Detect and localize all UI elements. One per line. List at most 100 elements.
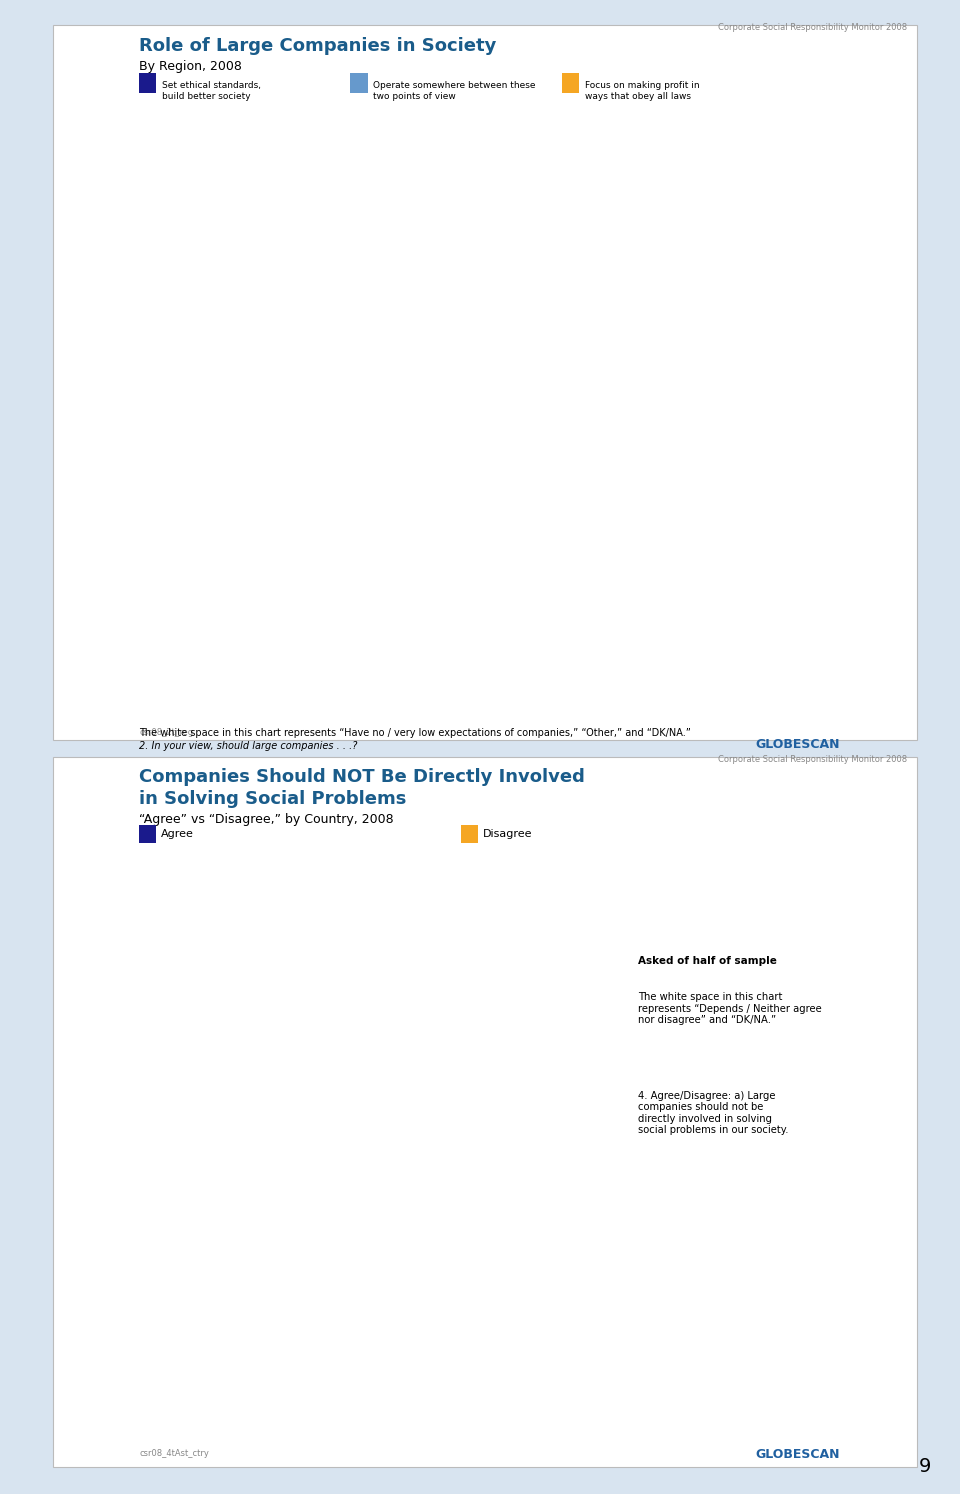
Text: 4. Agree/Disagree: a) Large
companies should not be
directly involved in solving: 4. Agree/Disagree: a) Large companies sh… [638, 1091, 789, 1135]
Text: 33: 33 [345, 607, 360, 616]
Text: 33: 33 [684, 678, 700, 689]
Bar [187, 1230, 331, 1237]
Text: 41: 41 [271, 1053, 282, 1062]
Text: 2008: 2008 [81, 814, 100, 823]
Bar [187, 949, 388, 956]
Text: 19: 19 [223, 1425, 234, 1434]
Text: Turkey: Turkey [152, 946, 182, 955]
Bar [254, 154, 468, 194]
Text: 45: 45 [279, 988, 291, 996]
Text: CSR: CSR [76, 40, 105, 54]
Text: 57: 57 [306, 1079, 318, 1088]
Text: 72: 72 [339, 1364, 350, 1373]
Bar [53, 757, 917, 1467]
Bar [187, 1407, 497, 1415]
Bar [254, 518, 463, 559]
Text: 35: 35 [351, 533, 366, 542]
Bar [474, 445, 677, 486]
Bar [187, 1339, 305, 1346]
Bar [254, 445, 474, 486]
Bar [187, 1430, 532, 1437]
Text: 57: 57 [306, 1056, 318, 1065]
Text: 25: 25 [236, 1382, 248, 1391]
Text: India: India [159, 859, 182, 868]
Text: Role of Large Companies in Society: Role of Large Companies in Society [139, 37, 496, 55]
Text: USA: USA [163, 1186, 182, 1195]
Bar [187, 1186, 345, 1194]
Bar [468, 154, 677, 194]
Text: Chile: Chile [159, 1406, 182, 1415]
Text: 50: 50 [291, 1276, 302, 1285]
Bar [187, 1080, 436, 1088]
Text: Russia: Russia [152, 1274, 182, 1283]
Text: 32: 32 [252, 1273, 263, 1282]
Text: 2. In your view, should large companies . . .?: 2. In your view, should large companies … [139, 741, 357, 751]
Text: 35: 35 [258, 1207, 270, 1216]
Bar [187, 1058, 436, 1065]
Text: 40: 40 [269, 1076, 280, 1085]
Text: Switzerland: Switzerland [128, 1143, 182, 1152]
Bar [593, 663, 790, 704]
Text: Brazil: Brazil [156, 1100, 182, 1109]
Bar [451, 590, 552, 630]
Bar [677, 445, 826, 486]
Text: csr08_2t_reg: csr08_2t_reg [139, 728, 193, 737]
Text: 53: 53 [298, 991, 309, 999]
Text: INETI
NIAE: INETI NIAE [82, 1419, 99, 1431]
Text: Africa: Africa [216, 315, 249, 324]
Text: 25: 25 [744, 169, 759, 179]
Text: Germany: Germany [139, 1165, 182, 1174]
Bar [350, 73, 368, 93]
Bar [187, 1276, 406, 1285]
Bar [254, 299, 522, 339]
Bar [187, 1035, 427, 1043]
Bar [53, 25, 917, 740]
Bar [187, 1141, 357, 1150]
Text: 53: 53 [298, 901, 309, 910]
Text: 23: 23 [231, 1404, 243, 1413]
Bar [187, 861, 300, 868]
Bar [562, 73, 579, 93]
Bar [187, 1318, 319, 1325]
Text: 71: 71 [336, 1407, 348, 1416]
Text: 46: 46 [282, 947, 294, 956]
Text: Operate somewhere between these
two points of view: Operate somewhere between these two poin… [373, 81, 536, 100]
Text: GLOBESCAN: GLOBESCAN [756, 738, 840, 751]
Bar [623, 227, 796, 267]
Text: By Region, 2008: By Region, 2008 [139, 60, 242, 73]
Text: 39: 39 [267, 1119, 278, 1128]
Text: Disagree: Disagree [483, 829, 533, 838]
Text: 17: 17 [493, 607, 509, 616]
Bar [254, 227, 481, 267]
Text: Corporate Social Responsibility Monitor 2008: Corporate Social Responsibility Monitor … [718, 22, 907, 33]
Bar [187, 1101, 432, 1109]
Bar [187, 989, 384, 996]
Text: Philippines: Philippines [132, 1120, 182, 1129]
Text: 46: 46 [282, 944, 294, 953]
Bar [187, 1010, 371, 1019]
Bar [481, 227, 623, 267]
Text: 31: 31 [249, 1295, 261, 1304]
Text: 43: 43 [276, 904, 287, 913]
Text: 29: 29 [702, 242, 717, 251]
Text: France: France [152, 1011, 182, 1020]
Text: Latin America: Latin America [171, 387, 249, 397]
Text: 27: 27 [240, 1339, 252, 1348]
Bar [187, 1189, 463, 1197]
Text: 66: 66 [325, 1253, 337, 1262]
Bar [719, 518, 838, 559]
Bar [187, 1295, 323, 1303]
Text: “Agree” vs “Disagree,” by Country, 2008: “Agree” vs “Disagree,” by Country, 2008 [139, 813, 394, 826]
Text: Mexico: Mexico [150, 880, 182, 889]
Text: 57: 57 [306, 1210, 318, 1219]
Text: Canada: Canada [147, 1055, 182, 1064]
Text: Greece: Greece [149, 902, 182, 911]
Bar [187, 1252, 331, 1259]
Text: 20: 20 [723, 387, 738, 397]
Text: 32: 32 [342, 678, 357, 689]
Bar [254, 372, 504, 412]
Bar [187, 970, 406, 977]
Bar [139, 825, 156, 843]
Text: 50: 50 [291, 970, 302, 979]
Bar [444, 663, 593, 704]
